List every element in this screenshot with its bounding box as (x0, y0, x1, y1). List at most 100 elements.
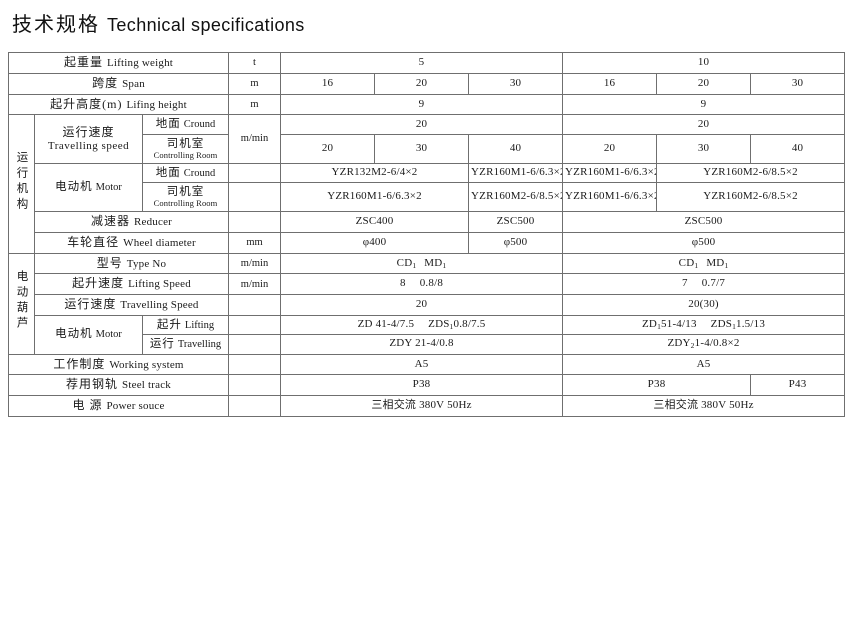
label-zh: 荐用钢轨 (66, 377, 119, 392)
label-en: Controlling Room (153, 150, 218, 160)
row-label-power-source: 电 源 Power souce (7, 395, 230, 417)
value-cr-speed-0: 20 (280, 133, 376, 164)
row-label-span: 跨度 Span (7, 72, 230, 95)
label-en: Working system (109, 358, 184, 371)
value-ground-speed-10t: 20 (562, 114, 846, 135)
value-cr-motor-2: YZR160M1-6/6.3×2 (562, 182, 658, 212)
sub-label-controlling-room-motor: 司机室 Controlling Room (141, 182, 230, 212)
table-row-power-source: 电 源 Power souce 三相交流 380V 50Hz 三相交流 380V … (7, 395, 846, 417)
value-lifting-weight-5t: 5 (280, 52, 564, 74)
value-ground-speed-5t: 20 (280, 114, 564, 135)
table-row-hoist-travelling-speed: 运行速度 Travelling Speed 20 20(30) (9, 294, 846, 316)
unit-reducer (228, 211, 282, 233)
table-row-lifting-height: 起升高度(m) Lifing height m 9 9 (7, 93, 846, 116)
specifications-table: 起重量 Lifting weight t 5 10 跨度 Span m 16 20 … (7, 52, 846, 417)
label-en: Cround (183, 167, 216, 179)
row-label-hoist-travelling-speed: 运行速度 Travelling Speed (33, 294, 230, 316)
label-zh: 运行速度 (62, 124, 115, 139)
label-en: Steel track (122, 379, 171, 392)
unit-power-source (228, 395, 282, 417)
type-b: MD (424, 256, 443, 269)
table-row-lifting-weight: 起重量 Lifting weight t 5 10 (7, 52, 846, 74)
label-en: Wheel diameter (123, 236, 196, 249)
sub-label-ground-motor: 地面 Cround (141, 162, 230, 184)
value-steel-track-10t-a: P38 (562, 374, 752, 396)
table-row-travelling-motor-ground: 电动机 Motor 地面 Cround YZR132M2-6/4×2 YZR160M… (9, 162, 846, 213)
row-label-lifting-weight: 起重量 Lifting weight (7, 52, 230, 74)
label-en: Motor (95, 182, 122, 194)
type-b: MD (706, 256, 725, 269)
motor-b-sub: 1 (449, 322, 454, 332)
value-wheel-diameter-1: φ500 (468, 231, 564, 254)
label-zh: 运行 (149, 338, 175, 351)
row-label-hoist-motor: 电动机 Motor (34, 314, 143, 355)
unit-type-no: m/min (228, 252, 282, 275)
value-ground-motor-0: YZR132M2-6/4×2 (280, 162, 470, 184)
label-zh: 电动机 (55, 181, 93, 194)
value-ground-motor-3: YZR160M2-6/8.5×2 (656, 162, 846, 184)
table-row-reducer: 减速器 Reducer ZSC400 ZSC500 ZSC500 (9, 211, 846, 233)
sub-label-hoist-lifting: 起升 Lifting (141, 314, 230, 336)
label-en: Cround (183, 119, 216, 131)
value-cr-motor-0: YZR160M1-6/6.3×2 (280, 182, 470, 212)
label-zh: 电 源 (72, 398, 103, 412)
type-a-sub: 1 (412, 260, 417, 270)
row-label-wheel-diameter: 车轮直径 Wheel diameter (33, 231, 230, 254)
value-steel-track-10t-b: P43 (750, 374, 846, 396)
value-working-system-5t: A5 (280, 353, 564, 376)
value-working-system-10t: A5 (562, 353, 846, 376)
value-hoist-motor-travelling-10t: ZDY21-4/0.8×2 (562, 334, 846, 355)
unit-travelling-speed: m/min (228, 114, 282, 164)
speed-part-1: 7 (682, 277, 688, 290)
label-en: Lifting (184, 319, 215, 331)
value-cr-speed-4: 30 (656, 133, 752, 164)
value-cr-motor-1: YZR160M2-6/8.5×2 (468, 182, 564, 212)
unit-lifting-height: m (228, 93, 282, 116)
table-row-wheel-diameter: 车轮直径 Wheel diameter mm φ400 φ500 φ500 (9, 231, 846, 254)
table-row-hoist-motor-lifting: 电动机 Motor 起升 Lifting ZD 41-4/7.5 ZDS10.8/7.… (9, 314, 846, 355)
row-label-reducer: 减速器 Reducer (33, 211, 230, 233)
motor-b-sub: 1 (732, 322, 737, 332)
value-cr-motor-3: YZR160M2-6/8.5×2 (656, 182, 846, 212)
motor-a: ZD 41-4/7.5 (357, 318, 415, 331)
label-en: Power souce (106, 400, 165, 412)
label-zh: 跨度 (92, 75, 119, 90)
value-type-no-10t: CD1 MD1 (562, 252, 846, 275)
label-zh: 地面 (155, 118, 181, 131)
label-en: Travelling speed (47, 139, 130, 152)
value-lifting-height-10t: 9 (562, 93, 846, 116)
label-zh: 起升 (156, 318, 182, 331)
unit-steel-track (228, 374, 282, 396)
value-hoist-motor-lifting-10t: ZD151-4/13 ZDS11.5/13 (562, 314, 846, 336)
label-zh: 电动机 (55, 328, 93, 341)
type-a: CD (396, 256, 413, 269)
unit-hoist-motor-lifting (228, 314, 282, 336)
value-wheel-diameter-0: φ400 (280, 231, 470, 254)
label-zh: 型号 (96, 255, 123, 270)
label-en: Type No (126, 257, 167, 270)
value-span-2: 30 (468, 72, 564, 95)
table-row-travelling-speed-controlling-room: 司机室 Controlling Room 20 30 40 20 30 40 (9, 133, 846, 164)
unit-span: m (228, 72, 282, 95)
table-row-travelling-motor-controlling-room: 司机室 Controlling Room YZR160M1-6/6.3×2 YZ… (9, 182, 846, 212)
group-label-travelling-mechanism: 运行机构 (8, 114, 35, 254)
value-hoist-travelling-speed-10t: 20(30) (562, 294, 846, 316)
value-cr-speed-5: 40 (750, 133, 846, 164)
value-cr-speed-3: 20 (562, 133, 658, 164)
label-en: Span (122, 77, 145, 90)
value-span-3: 16 (562, 72, 658, 95)
speed-part-1: 8 (400, 277, 406, 290)
label-en: Controlling Room (153, 198, 218, 209)
unit-travelling-motor-ground (228, 162, 282, 184)
value-reducer-1: ZSC500 (468, 211, 564, 233)
table-row-travelling-speed-ground: 运行机构 运行速度 Travelling speed 地面 Cround m/mi… (8, 114, 846, 254)
motor-a-sub: 1 (657, 322, 662, 332)
motor-b-post: 1.5/13 (736, 318, 766, 331)
row-label-type-no: 型号 Type No (33, 252, 230, 275)
value-reducer-0: ZSC400 (280, 211, 470, 233)
page-title: 技术规格 Technical specifications (0, 0, 852, 46)
value-ground-motor-1: YZR160M1-6/6.3×2 (468, 162, 564, 184)
label-zh: 起重量 (63, 55, 103, 69)
label-zh: 运行速度 (64, 297, 117, 311)
row-label-lifting-height: 起升高度(m) Lifing height (7, 93, 230, 116)
